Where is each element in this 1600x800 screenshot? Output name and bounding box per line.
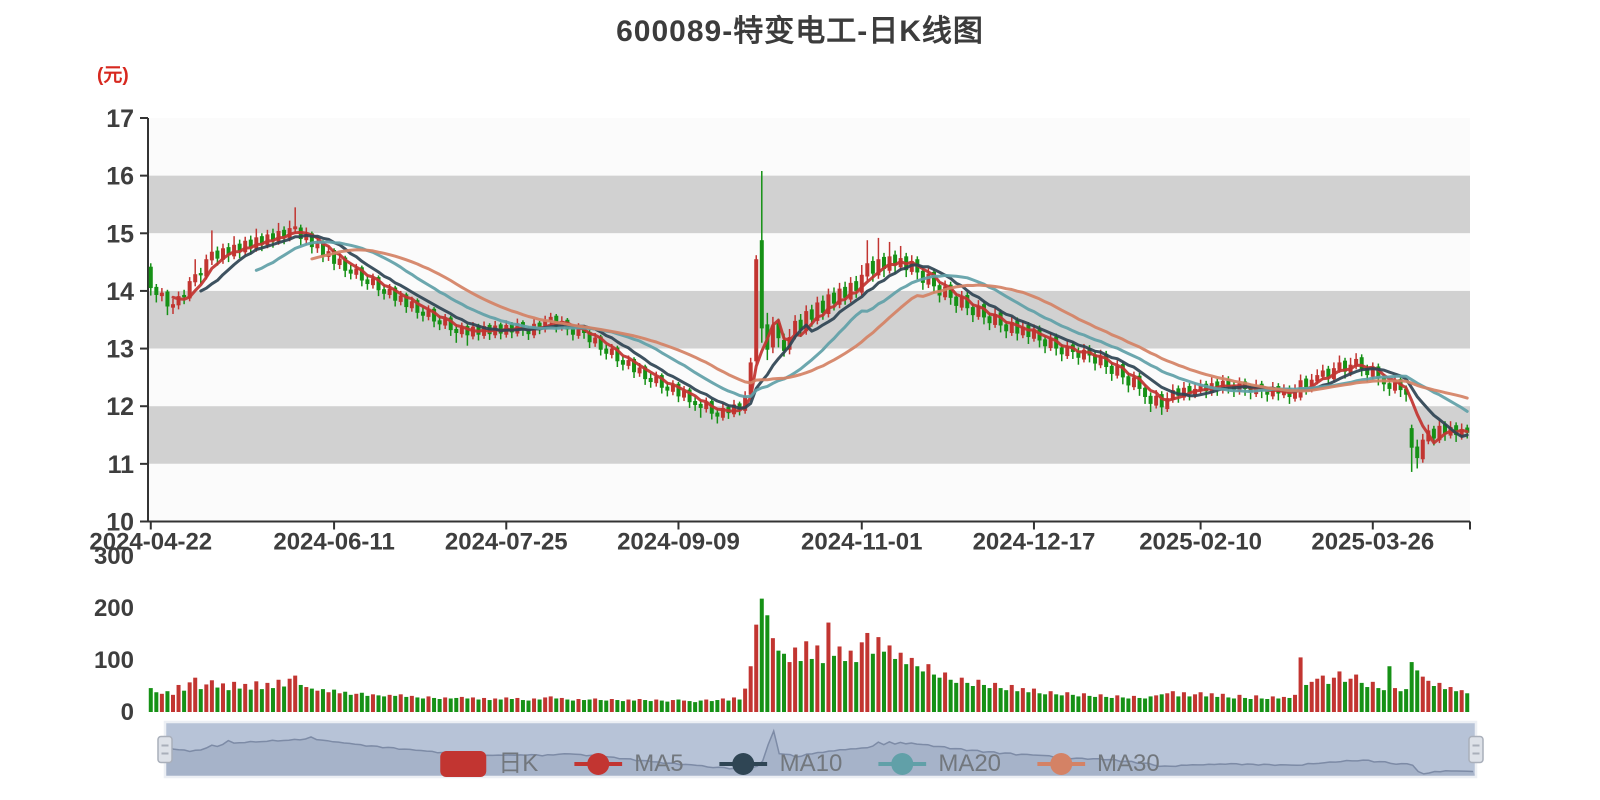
slider-handle-right[interactable]: [1468, 735, 1484, 764]
data-shadow-line: [167, 728, 1474, 775]
legend-label: MA10: [779, 750, 843, 777]
chart-legend: 日K MA5 MA10 MA20: [440, 750, 1160, 777]
legend-label: MA5: [634, 750, 684, 777]
slider-handle-left[interactable]: [157, 735, 173, 764]
svg-text:11: 11: [108, 451, 135, 479]
legend-label: MA30: [1097, 750, 1160, 777]
svg-text:13: 13: [106, 336, 134, 364]
volume-series: [148, 598, 1470, 712]
ma10-legend-icon: [719, 753, 768, 775]
legend-item-ma30[interactable]: MA30: [1037, 751, 1160, 777]
ma20-legend-icon: [878, 753, 927, 775]
chart-title: 600089-特变电工-日K线图: [616, 15, 984, 48]
svg-text:14: 14: [106, 278, 134, 306]
svg-text:10: 10: [106, 509, 134, 537]
x-tick-label: 2024-09-09: [617, 529, 740, 556]
legend-item-ma10[interactable]: MA10: [719, 750, 843, 777]
y-axis-unit-label: (元): [97, 65, 129, 86]
legend-label: MA20: [938, 750, 1002, 777]
ma30-line: [310, 248, 1469, 400]
x-tick-label: 2024-07-25: [445, 529, 568, 556]
x-tick-label: 2024-11-01: [801, 529, 922, 556]
svg-text:15: 15: [106, 220, 134, 248]
x-tick-label: 2024-12-17: [973, 529, 1096, 556]
ma30-legend-icon: [1037, 753, 1086, 775]
volume-axis-labels: 300 200 100 0: [94, 543, 134, 726]
svg-text:300: 300: [94, 543, 134, 570]
y-axis-labels: 17 16 15 14 13 12 11 10: [106, 105, 148, 537]
legend-item-kline[interactable]: 日K: [440, 751, 538, 777]
x-tick-label: 2025-03-26: [1311, 529, 1434, 556]
ma20-line: [254, 240, 1469, 413]
x-tick-label: 2024-06-11: [273, 529, 394, 556]
plot-bands: [148, 118, 1470, 522]
svg-text:17: 17: [106, 105, 134, 133]
x-tick-label: 2025-02-10: [1139, 529, 1262, 556]
svg-text:0: 0: [121, 699, 134, 726]
ma5-legend-icon: [574, 753, 623, 775]
data-shadow-area: [165, 731, 1476, 777]
legend-item-ma20[interactable]: MA20: [878, 751, 1001, 777]
legend-item-ma5[interactable]: MA5: [574, 750, 684, 777]
data-zoom-slider[interactable]: [157, 720, 1484, 779]
axes: [147, 118, 1470, 523]
x-tick-label: 2024-04-22: [89, 529, 212, 556]
svg-text:100: 100: [94, 647, 134, 674]
kline-legend-icon: [440, 751, 487, 777]
x-axis-labels: 2024-04-22 2024-06-11 2024-07-25 2024-09-09…: [89, 521, 1471, 556]
svg-text:200: 200: [94, 595, 134, 622]
svg-text:12: 12: [106, 393, 134, 421]
legend-label: 日K: [498, 750, 539, 777]
svg-text:16: 16: [106, 163, 134, 191]
